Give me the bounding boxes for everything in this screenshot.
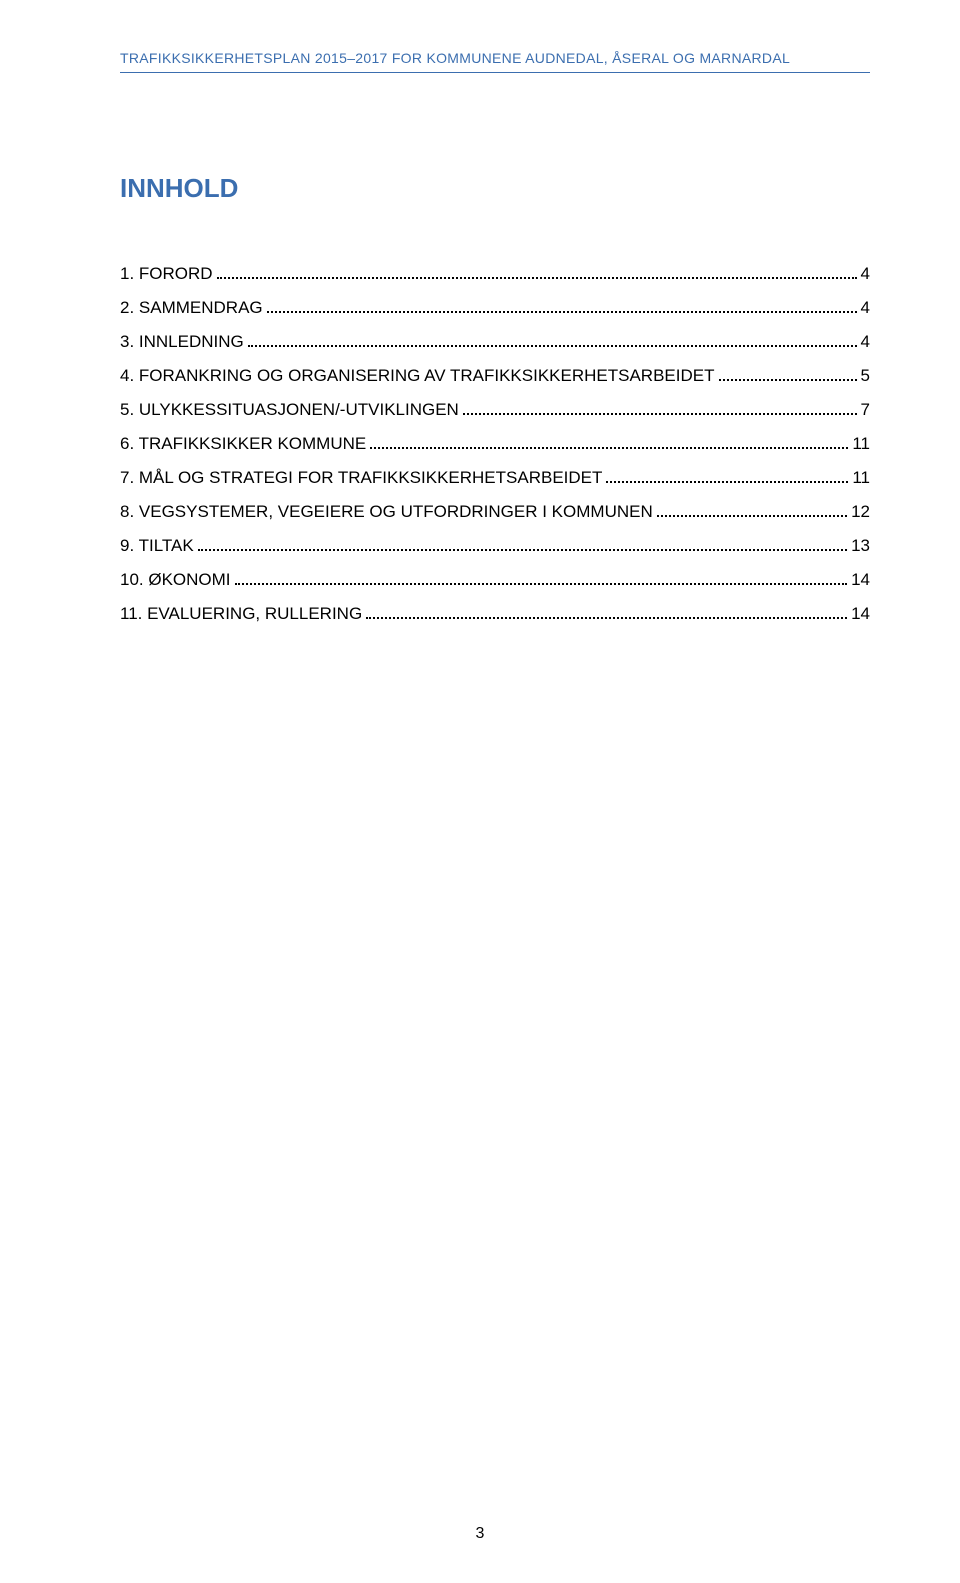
toc-entry-page: 4 (861, 298, 870, 318)
table-of-contents: 1. FORORD 4 2. SAMMENDRAG 4 3. INNLEDNIN… (120, 264, 870, 624)
toc-entry-page: 12 (851, 502, 870, 522)
toc-entry: 9. TILTAK 13 (120, 536, 870, 556)
toc-leader-dots (366, 617, 847, 619)
toc-entry-page: 5 (861, 366, 870, 386)
page-header: TRAFIKKSIKKERHETSPLAN 2015–2017 FOR KOMM… (120, 50, 870, 73)
toc-entry: 6. TRAFIKKSIKKER KOMMUNE 11 (120, 434, 870, 454)
toc-entry-page: 13 (851, 536, 870, 556)
toc-entry-label: 7. MÅL OG STRATEGI FOR TRAFIKKSIKKERHETS… (120, 468, 602, 488)
page-number: 3 (0, 1525, 960, 1543)
toc-entry-label: 10. ØKONOMI (120, 570, 231, 590)
toc-entry-label: 1. FORORD (120, 264, 213, 284)
toc-leader-dots (235, 583, 848, 585)
toc-entry-page: 11 (852, 434, 870, 454)
toc-entry-label: 6. TRAFIKKSIKKER KOMMUNE (120, 434, 366, 454)
toc-leader-dots (657, 515, 847, 517)
toc-leader-dots (217, 277, 857, 279)
toc-leader-dots (248, 345, 857, 347)
toc-entry-page: 4 (861, 264, 870, 284)
toc-entry-page: 11 (852, 468, 870, 488)
toc-title: INNHOLD (120, 173, 870, 204)
toc-leader-dots (370, 447, 848, 449)
toc-entry-label: 2. SAMMENDRAG (120, 298, 263, 318)
toc-entry: 3. INNLEDNING 4 (120, 332, 870, 352)
toc-entry: 7. MÅL OG STRATEGI FOR TRAFIKKSIKKERHETS… (120, 468, 870, 488)
toc-entry: 4. FORANKRING OG ORGANISERING AV TRAFIKK… (120, 366, 870, 386)
toc-entry-page: 7 (861, 400, 870, 420)
toc-leader-dots (463, 413, 857, 415)
toc-leader-dots (719, 379, 857, 381)
toc-entry-page: 4 (861, 332, 870, 352)
toc-leader-dots (606, 481, 848, 483)
toc-entry-label: 11. EVALUERING, RULLERING (120, 604, 362, 624)
toc-entry: 11. EVALUERING, RULLERING 14 (120, 604, 870, 624)
toc-entry: 1. FORORD 4 (120, 264, 870, 284)
toc-entry: 5. ULYKKESSITUASJONEN/-UTVIKLINGEN 7 (120, 400, 870, 420)
toc-entry-page: 14 (851, 604, 870, 624)
toc-entry-page: 14 (851, 570, 870, 590)
toc-entry-label: 8. VEGSYSTEMER, VEGEIERE OG UTFORDRINGER… (120, 502, 653, 522)
toc-entry: 10. ØKONOMI 14 (120, 570, 870, 590)
toc-entry-label: 9. TILTAK (120, 536, 194, 556)
toc-entry-label: 4. FORANKRING OG ORGANISERING AV TRAFIKK… (120, 366, 715, 386)
toc-leader-dots (267, 311, 857, 313)
toc-entry-label: 5. ULYKKESSITUASJONEN/-UTVIKLINGEN (120, 400, 459, 420)
toc-entry-label: 3. INNLEDNING (120, 332, 244, 352)
toc-entry: 8. VEGSYSTEMER, VEGEIERE OG UTFORDRINGER… (120, 502, 870, 522)
toc-entry: 2. SAMMENDRAG 4 (120, 298, 870, 318)
document-page: TRAFIKKSIKKERHETSPLAN 2015–2017 FOR KOMM… (0, 0, 960, 1583)
toc-leader-dots (198, 549, 847, 551)
